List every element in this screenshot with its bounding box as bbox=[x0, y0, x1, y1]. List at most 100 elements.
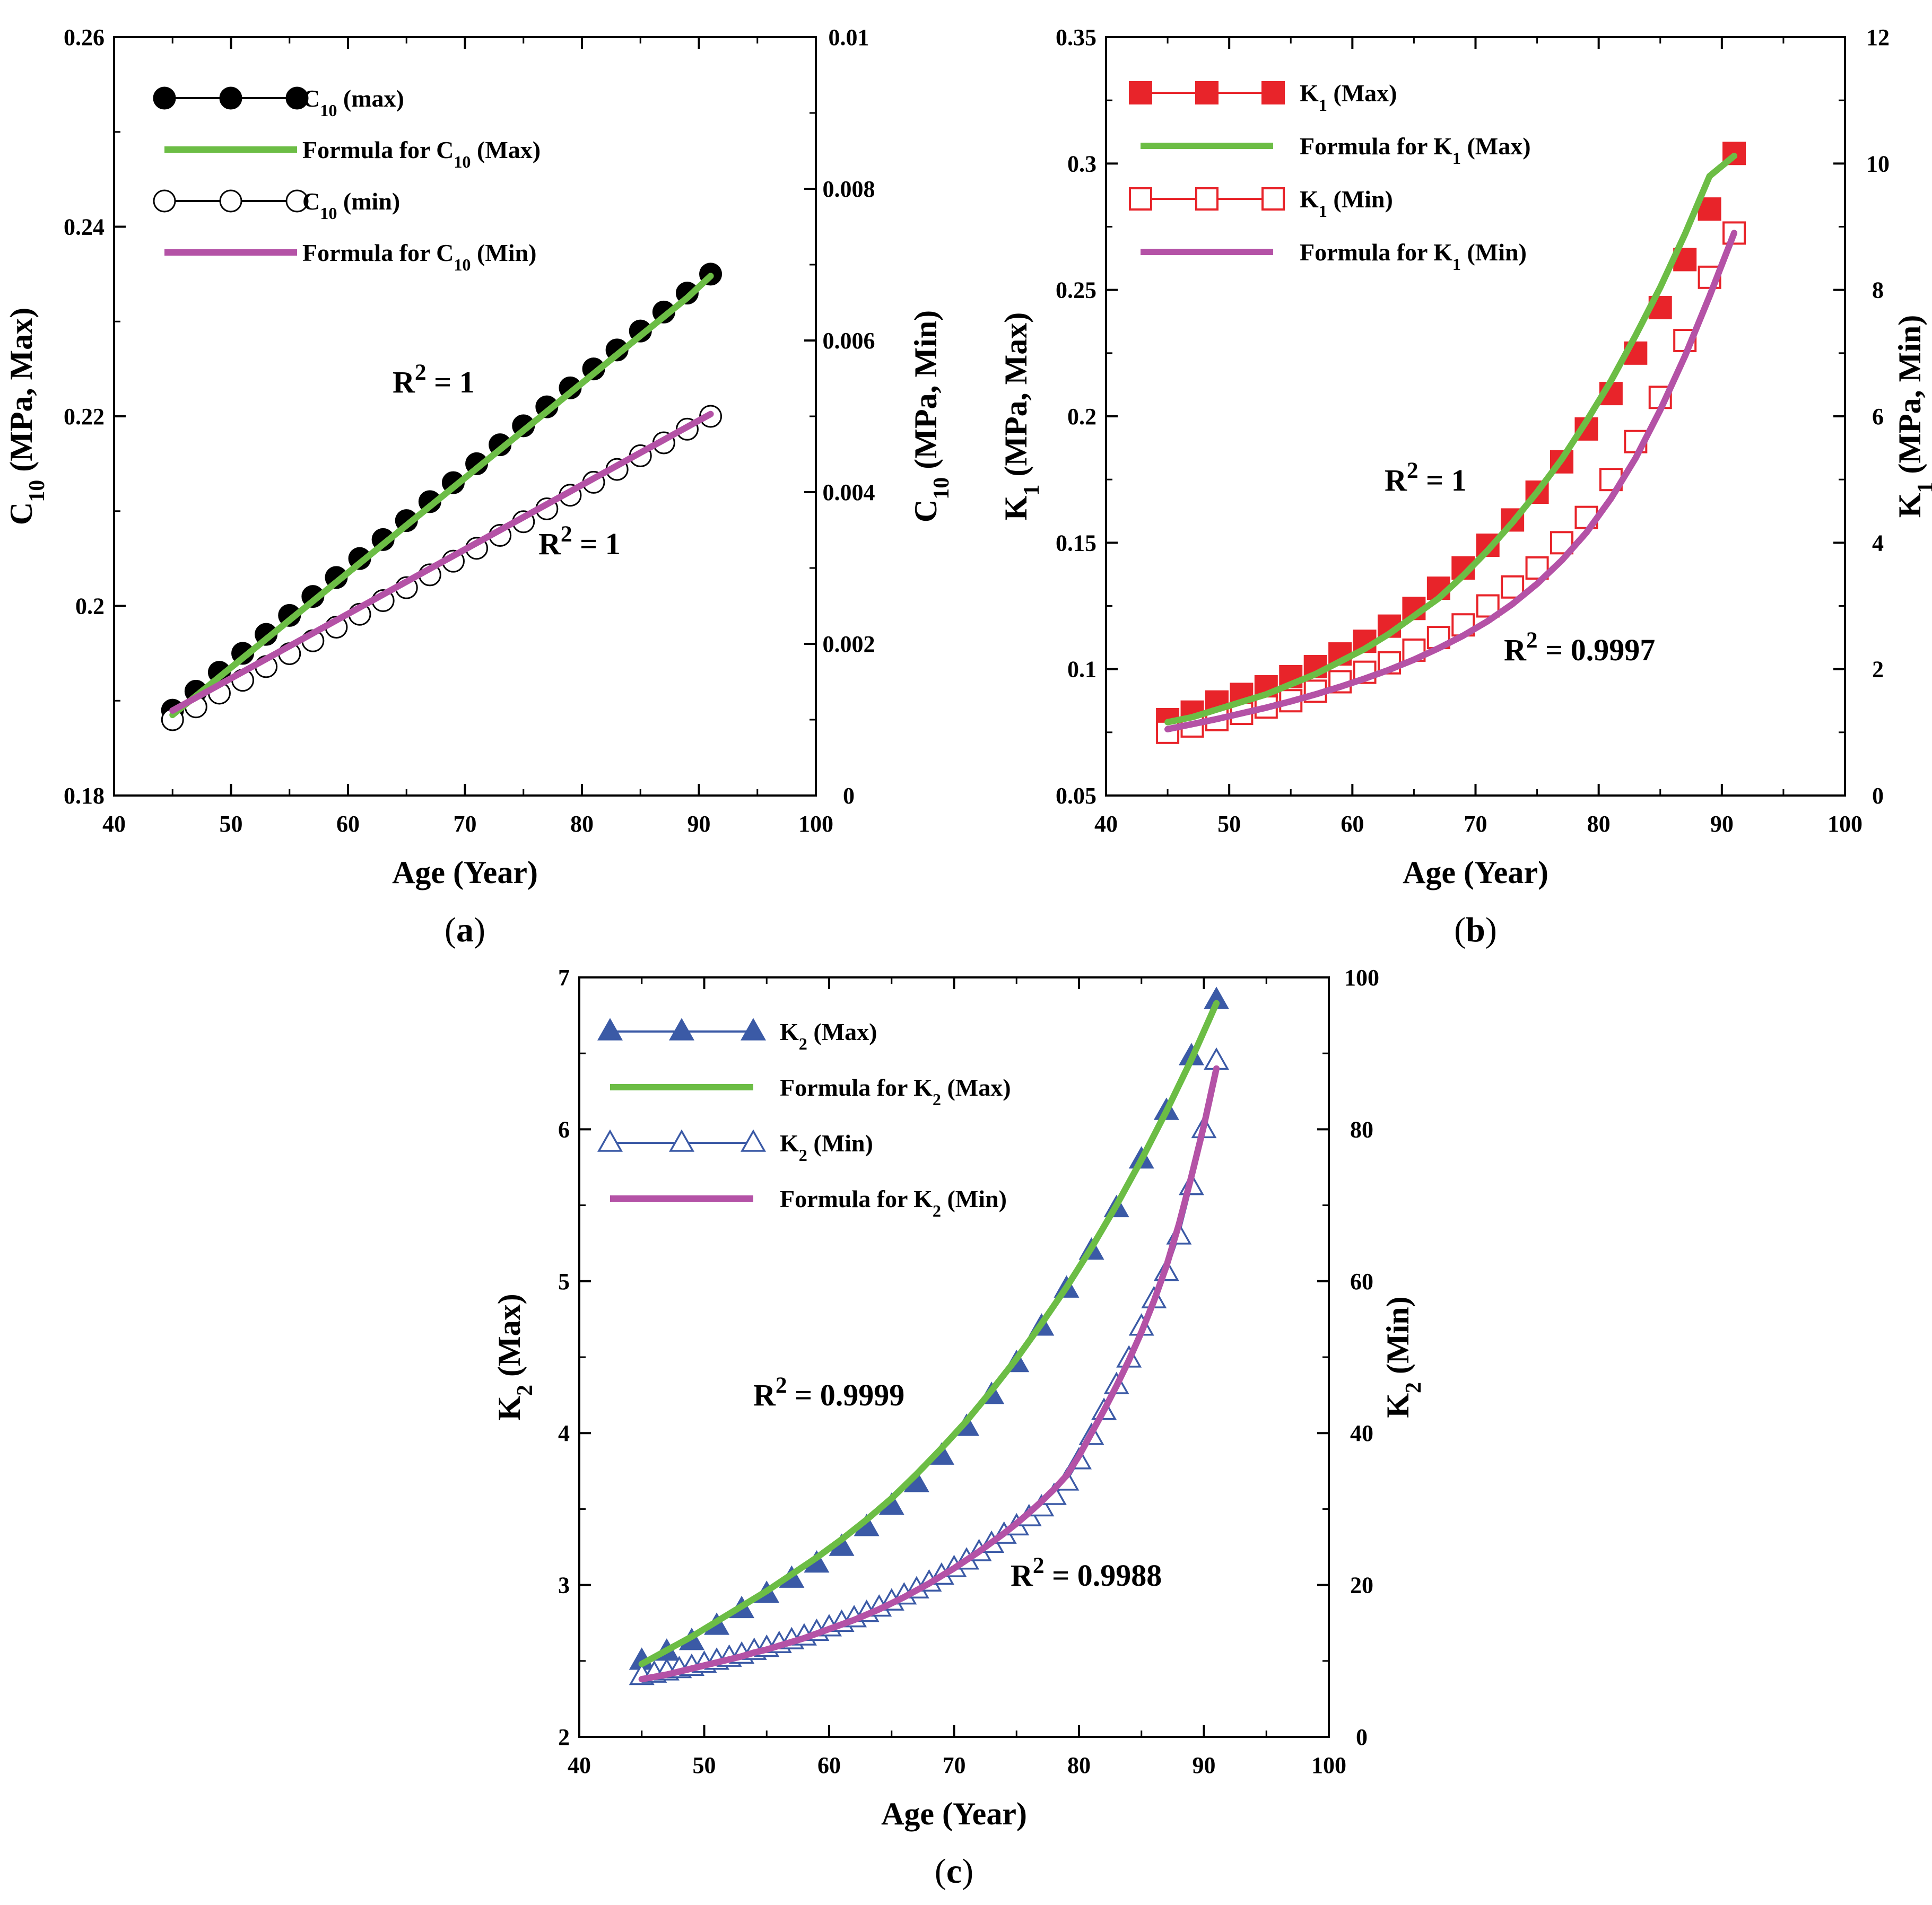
y-right-tick-label: 0.008 bbox=[823, 176, 875, 202]
y-left-tick-label: 0.2 bbox=[75, 593, 105, 619]
legend: K1 (Max) Formula for K1 (Max) K1 (Min) Form… bbox=[1129, 80, 1531, 274]
legend-marker bbox=[219, 86, 242, 110]
legend-label: Formula for C10 (Max) bbox=[302, 136, 541, 171]
panel-label: (b) bbox=[1454, 911, 1497, 949]
y-right-tick-label: 100 bbox=[1344, 965, 1379, 991]
x-tick-label: 90 bbox=[1710, 811, 1734, 837]
y-axis-right-title: C10 (MPa, Min) bbox=[908, 310, 954, 522]
x-tick-label: 40 bbox=[1094, 811, 1118, 837]
panel-a: 40 50 60 70 80 90 100 0.18 0.2 0.22 0.24 0.26 0 0.002… bbox=[4, 24, 954, 949]
y-left-tick-label: 0.3 bbox=[1067, 151, 1096, 177]
legend-marker bbox=[219, 189, 242, 213]
legend-marker bbox=[153, 86, 176, 110]
panel-label: (c) bbox=[935, 1852, 973, 1891]
r-squared-annotation: R2 = 1 bbox=[1385, 458, 1467, 497]
x-tick-label: 70 bbox=[1464, 811, 1487, 837]
legend-marker bbox=[1129, 81, 1152, 104]
y-right-tick-label: 60 bbox=[1350, 1269, 1373, 1295]
formula-line bbox=[1164, 230, 1738, 732]
formula-line bbox=[638, 1000, 1220, 1667]
y-right-tick-label: 0 bbox=[1872, 783, 1884, 809]
r-squared-annotation: R2 = 1 bbox=[538, 521, 621, 561]
legend-marker bbox=[597, 1129, 623, 1152]
x-tick-label: 60 bbox=[1341, 811, 1364, 837]
y-right-tick-label: 40 bbox=[1350, 1420, 1373, 1446]
y-axis-left-title: C10 (MPa, Max) bbox=[4, 308, 49, 525]
x-tick-label: 90 bbox=[687, 811, 711, 837]
x-tick-label: 80 bbox=[1587, 811, 1611, 837]
y-left-tick-label: 0.25 bbox=[1056, 277, 1096, 303]
legend-marker bbox=[1195, 187, 1219, 211]
legend-marker bbox=[597, 1018, 623, 1041]
y-right-tick-label: 2 bbox=[1872, 657, 1884, 683]
legend-label: Formula for K1 (Max) bbox=[1300, 133, 1531, 168]
legend-marker bbox=[1129, 187, 1152, 211]
x-tick-label: 80 bbox=[1067, 1752, 1091, 1778]
y-right-tick-label: 0.006 bbox=[823, 328, 875, 354]
legend-label: Formula for C10 (Min) bbox=[302, 239, 536, 274]
y-left-tick-label: 7 bbox=[558, 965, 570, 991]
legend-marker bbox=[668, 1129, 695, 1152]
x-tick-label: 60 bbox=[817, 1752, 841, 1778]
y-left-tick-label: 0.18 bbox=[64, 783, 105, 809]
y-left-tick-label: 0.15 bbox=[1056, 530, 1096, 556]
legend-label: K2 (Min) bbox=[780, 1130, 873, 1165]
x-axis-title: Age (Year) bbox=[881, 1796, 1027, 1831]
legend-marker bbox=[668, 1018, 695, 1041]
y-left-tick-label: 0.26 bbox=[64, 24, 105, 50]
legend-marker bbox=[740, 1129, 767, 1152]
y-right-tick-label: 80 bbox=[1350, 1116, 1373, 1142]
y-left-tick-label: 0.05 bbox=[1056, 783, 1096, 809]
y-left-tick-label: 0.1 bbox=[1067, 657, 1096, 683]
y-right-tick-label: 6 bbox=[1872, 404, 1884, 430]
x-tick-label: 100 bbox=[1827, 811, 1863, 837]
formula-line bbox=[1164, 153, 1738, 726]
data-point bbox=[1698, 197, 1721, 221]
formula-line bbox=[169, 410, 714, 714]
y-axis-left-title: K2 (Max) bbox=[492, 1294, 537, 1420]
legend-label: Formula for K1 (Min) bbox=[1300, 239, 1527, 274]
r-squared-annotation: R2 = 0.9997 bbox=[1504, 627, 1655, 667]
legend: K2 (Max) Formula for K2 (Max) K2 (Min) Form… bbox=[597, 1018, 1011, 1220]
y-left-tick-label: 2 bbox=[558, 1724, 570, 1750]
x-tick-label: 40 bbox=[102, 811, 126, 837]
x-tick-label: 60 bbox=[336, 811, 360, 837]
y-right-tick-label: 0 bbox=[1356, 1724, 1368, 1750]
y-left-tick-label: 5 bbox=[558, 1269, 570, 1295]
legend-label: Formula for K2 (Min) bbox=[780, 1185, 1007, 1220]
y-right-tick-label: 0.002 bbox=[823, 631, 875, 657]
x-tick-label: 100 bbox=[1311, 1752, 1346, 1778]
data-point bbox=[1501, 575, 1525, 599]
y-right-tick-label: 20 bbox=[1350, 1572, 1373, 1598]
legend-label: C10 (max) bbox=[302, 85, 404, 120]
legend-marker bbox=[1261, 81, 1285, 104]
legend: C10 (max) Formula for C10 (Max) C10 (min) F… bbox=[153, 85, 541, 274]
x-tick-label: 50 bbox=[220, 811, 243, 837]
y-axis-left-title: K1 (MPa, Max) bbox=[998, 312, 1044, 521]
y-left-tick-label: 0.35 bbox=[1056, 24, 1096, 50]
y-left-tick-label: 4 bbox=[558, 1420, 570, 1446]
y-right-tick-label: 8 bbox=[1872, 277, 1884, 303]
y-right-tick-label: 0.004 bbox=[823, 479, 875, 505]
legend-marker bbox=[153, 189, 176, 213]
r-squared-annotation: R2 = 0.9988 bbox=[1011, 1553, 1162, 1593]
y-right-tick-label: 10 bbox=[1866, 151, 1890, 177]
panel-label: (a) bbox=[445, 911, 485, 949]
r-squared-annotation: R2 = 1 bbox=[393, 360, 475, 399]
y-left-tick-label: 0.2 bbox=[1067, 404, 1096, 430]
x-tick-label: 40 bbox=[568, 1752, 591, 1778]
legend-label: K1 (Max) bbox=[1300, 80, 1397, 115]
y-axis-right-title: K2 (Min) bbox=[1380, 1296, 1426, 1418]
x-tick-label: 50 bbox=[693, 1752, 716, 1778]
x-tick-label: 50 bbox=[1217, 811, 1241, 837]
legend-marker bbox=[740, 1018, 767, 1041]
x-tick-label: 100 bbox=[798, 811, 833, 837]
x-tick-label: 70 bbox=[454, 811, 477, 837]
legend-marker bbox=[1195, 81, 1219, 104]
legend-label: K2 (Max) bbox=[780, 1018, 877, 1053]
formula-line bbox=[169, 273, 714, 719]
x-tick-label: 70 bbox=[943, 1752, 966, 1778]
formula-line bbox=[638, 1065, 1220, 1683]
